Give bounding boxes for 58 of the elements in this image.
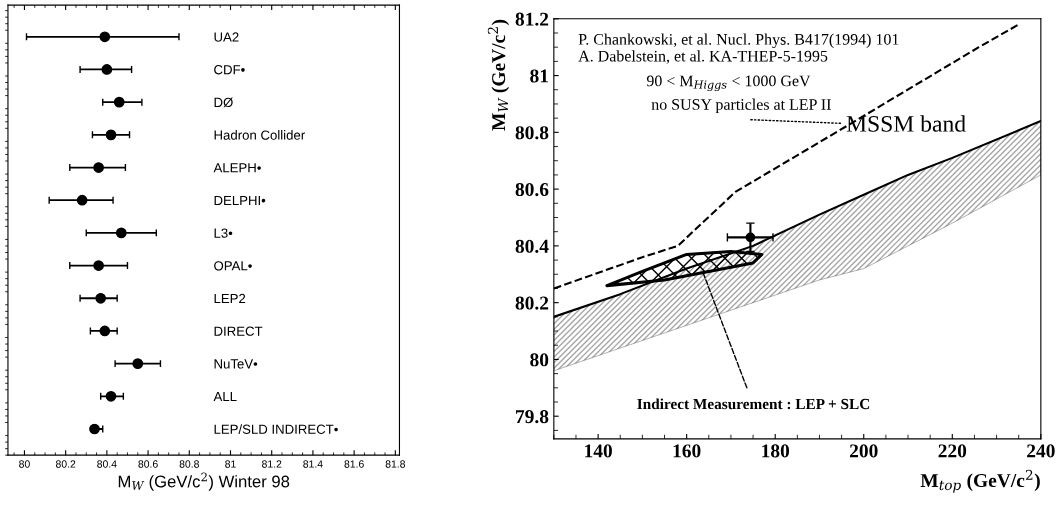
y-tick-label: DELPHI• (214, 195, 266, 205)
annotation: no SUSY particles at LEP II (651, 98, 831, 114)
point (105, 129, 117, 141)
y-tick-label: Hadron Collider (214, 130, 305, 140)
x-tick-label: 81.6 (344, 460, 364, 468)
x-tick-label: 80.2 (55, 460, 76, 468)
point (101, 64, 113, 75)
x-tick-label: 81.2 (262, 460, 282, 468)
point (132, 358, 144, 370)
point (89, 423, 100, 435)
y-tick-label: CDF• (214, 65, 245, 75)
x-tick-label: 180 (762, 444, 790, 458)
point (99, 325, 111, 337)
y-tick-label: OPAL• (214, 261, 252, 271)
point (115, 227, 127, 239)
y-tick-label: LEP2 (214, 293, 246, 304)
y-tick-label: 80.2 (515, 296, 549, 310)
point (76, 194, 88, 206)
point (113, 96, 125, 108)
x-tick-label: 81.4 (303, 460, 323, 468)
x-tick-label: 80.4 (97, 460, 117, 468)
annotation: A. Dabelstein, et al. KA-THEP-5-1995 (578, 50, 828, 64)
y-tick-label: NuTeV• (214, 359, 258, 369)
point (93, 162, 104, 173)
y-tick-label: LEP/SLD INDIRECT• (214, 424, 338, 434)
x-tick-label: 220 (938, 444, 967, 458)
y-tick-label: 80.8 (515, 126, 549, 140)
point (105, 390, 117, 402)
x-tick-label: 80.6 (138, 460, 158, 468)
x-tick-label: 200 (849, 444, 878, 458)
annotation: MSSM band (846, 115, 966, 132)
point (93, 260, 104, 271)
point (99, 31, 111, 43)
x-tick-label: 80 (19, 460, 30, 468)
y-tick-label: 80 (530, 353, 549, 367)
annotation: 90 < M$_{Higgs}$ < 1000 GeV (646, 75, 811, 92)
y-tick-label: DØ (214, 97, 233, 108)
annotation: Indirect Measurement : LEP + SLC (637, 398, 870, 410)
y-tick-label: UA2 (214, 32, 239, 42)
y-tick-label: 80.6 (515, 182, 549, 197)
x-tick-label: 160 (673, 444, 701, 458)
y-tick-label: L3• (214, 228, 233, 238)
y-tick-label: DIRECT (214, 326, 263, 336)
y-axis-title: M$_{W}$ (GeV/c$^{2}$) (487, 19, 510, 131)
y-tick-label: 79.8 (516, 410, 549, 424)
x-tick-label: 81.8 (385, 460, 406, 468)
y-tick-label: 81.2 (515, 12, 549, 26)
x-tick-label: 140 (585, 444, 612, 458)
x-axis-title: M$_{W}$ (GeV/c$^{2}$) Winter 98 (118, 472, 290, 491)
y-tick-label: ALL (213, 392, 237, 402)
y-tick-label: 80.4 (515, 239, 549, 253)
y-tick-label: 81 (530, 69, 548, 83)
x-tick-label: 240 (1027, 444, 1055, 458)
y-tick-label: ALEPH• (213, 163, 261, 173)
point (95, 292, 107, 304)
x-tick-label: 80.8 (179, 460, 199, 468)
annotation: P. Chankowski, et al. Nucl. Phys. B417(1994) 101 (578, 33, 899, 49)
x-axis-title: M$_{top}$ (GeV/c$^{2}$) (920, 469, 1040, 493)
